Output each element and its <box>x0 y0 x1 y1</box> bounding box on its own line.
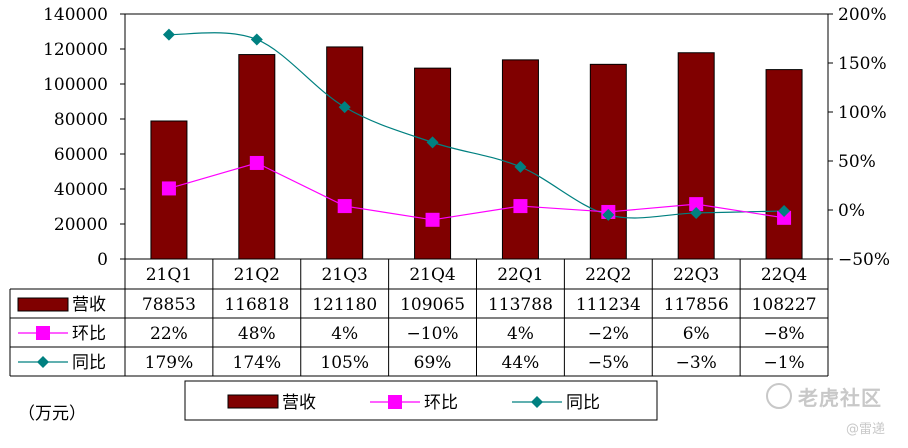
bar-revenue <box>589 63 627 260</box>
category-label: 21Q4 <box>409 265 455 285</box>
point-yoy <box>162 28 175 41</box>
left-axis-tick-label: 100000 <box>43 75 108 95</box>
point-qoq <box>425 212 440 227</box>
right-axis-tick-label: 50% <box>838 152 876 172</box>
table-row-label: 营收 <box>72 295 106 315</box>
table-value: 6% <box>683 324 710 344</box>
table-value: 111234 <box>576 295 641 315</box>
watermark-logo-icon <box>766 383 792 409</box>
left-axis-tick-label: 80000 <box>54 110 108 130</box>
category-label: 22Q1 <box>497 265 543 285</box>
left-axis-tick-label: 60000 <box>54 145 108 165</box>
plot-frame <box>124 13 829 260</box>
table-value: 121180 <box>312 295 377 315</box>
point-qoq <box>337 199 352 214</box>
line-qoq <box>168 162 785 221</box>
point-yoy <box>426 136 439 149</box>
point-qoq <box>777 210 792 225</box>
table-value: −1% <box>763 353 804 373</box>
watermark-source: @雷递 <box>846 422 886 437</box>
table-value: 22% <box>150 324 188 344</box>
left-axis-tick-label: 120000 <box>43 40 108 60</box>
unit-label: （万元） <box>18 404 86 424</box>
table-value: 69% <box>414 353 452 373</box>
category-label: 22Q4 <box>761 265 807 285</box>
left-axis-tick-label: 20000 <box>54 215 108 235</box>
legend-label-yoy: 同比 <box>566 393 600 413</box>
table-value: 116818 <box>224 295 289 315</box>
right-axis-tick-label: 0% <box>838 201 865 221</box>
table-value: −5% <box>588 353 629 373</box>
table-value: 108227 <box>752 295 817 315</box>
category-label: 21Q2 <box>234 265 280 285</box>
table-value: 179% <box>145 353 194 373</box>
point-yoy <box>514 160 527 173</box>
watermark-brand: 老虎社区 <box>798 386 882 410</box>
table-value: 117856 <box>664 295 729 315</box>
left-axis-tick-label: 40000 <box>54 180 108 200</box>
category-label: 22Q2 <box>585 265 631 285</box>
right-axis-tick-label: 150% <box>838 54 887 74</box>
table-value: 44% <box>502 353 540 373</box>
legend-key-qoq-marker <box>388 395 402 409</box>
table-key-yoy-marker <box>37 356 49 368</box>
point-qoq <box>513 199 528 214</box>
point-yoy <box>338 101 351 114</box>
bar-revenue <box>677 52 715 260</box>
category-label: 21Q1 <box>146 265 192 285</box>
point-qoq <box>689 197 704 212</box>
point-qoq <box>161 181 176 196</box>
table-value: 78853 <box>142 295 196 315</box>
legend-label-qoq: 环比 <box>424 393 458 413</box>
right-axis-tick-label: 200% <box>838 5 887 25</box>
table-value: 4% <box>331 324 358 344</box>
table-value: 48% <box>238 324 276 344</box>
table-value: −2% <box>588 324 629 344</box>
table-value: −3% <box>676 353 717 373</box>
table-value: 4% <box>507 324 534 344</box>
legend-key-revenue <box>227 394 279 409</box>
point-yoy <box>602 208 615 221</box>
table-value: 174% <box>233 353 282 373</box>
right-axis-tick-label: −50% <box>838 250 890 270</box>
table-value: −8% <box>763 324 804 344</box>
right-axis-tick-label: 100% <box>838 103 887 123</box>
bar-revenue <box>765 69 803 260</box>
left-axis-tick-label: 0 <box>97 250 108 270</box>
point-yoy <box>778 204 791 217</box>
bar-revenue <box>501 59 539 260</box>
legend-key-yoy-marker <box>531 396 543 408</box>
bar-revenue <box>326 46 364 260</box>
point-yoy <box>250 33 263 46</box>
legend-label-revenue: 营收 <box>282 393 316 413</box>
line-yoy <box>168 32 785 219</box>
table-key-revenue <box>17 297 69 312</box>
bar-revenue <box>414 67 452 260</box>
left-axis-tick-label: 140000 <box>43 5 108 25</box>
category-label: 22Q3 <box>673 265 719 285</box>
table-value: −10% <box>407 324 459 344</box>
table-row-label: 同比 <box>72 353 106 373</box>
point-yoy <box>690 206 703 219</box>
point-qoq <box>249 155 264 170</box>
table-row-label: 环比 <box>72 324 106 344</box>
table-value: 105% <box>320 353 369 373</box>
table-value: 109065 <box>400 295 465 315</box>
category-label: 21Q3 <box>321 265 367 285</box>
table-key-qoq-marker <box>36 326 50 340</box>
table-value: 113788 <box>488 295 553 315</box>
